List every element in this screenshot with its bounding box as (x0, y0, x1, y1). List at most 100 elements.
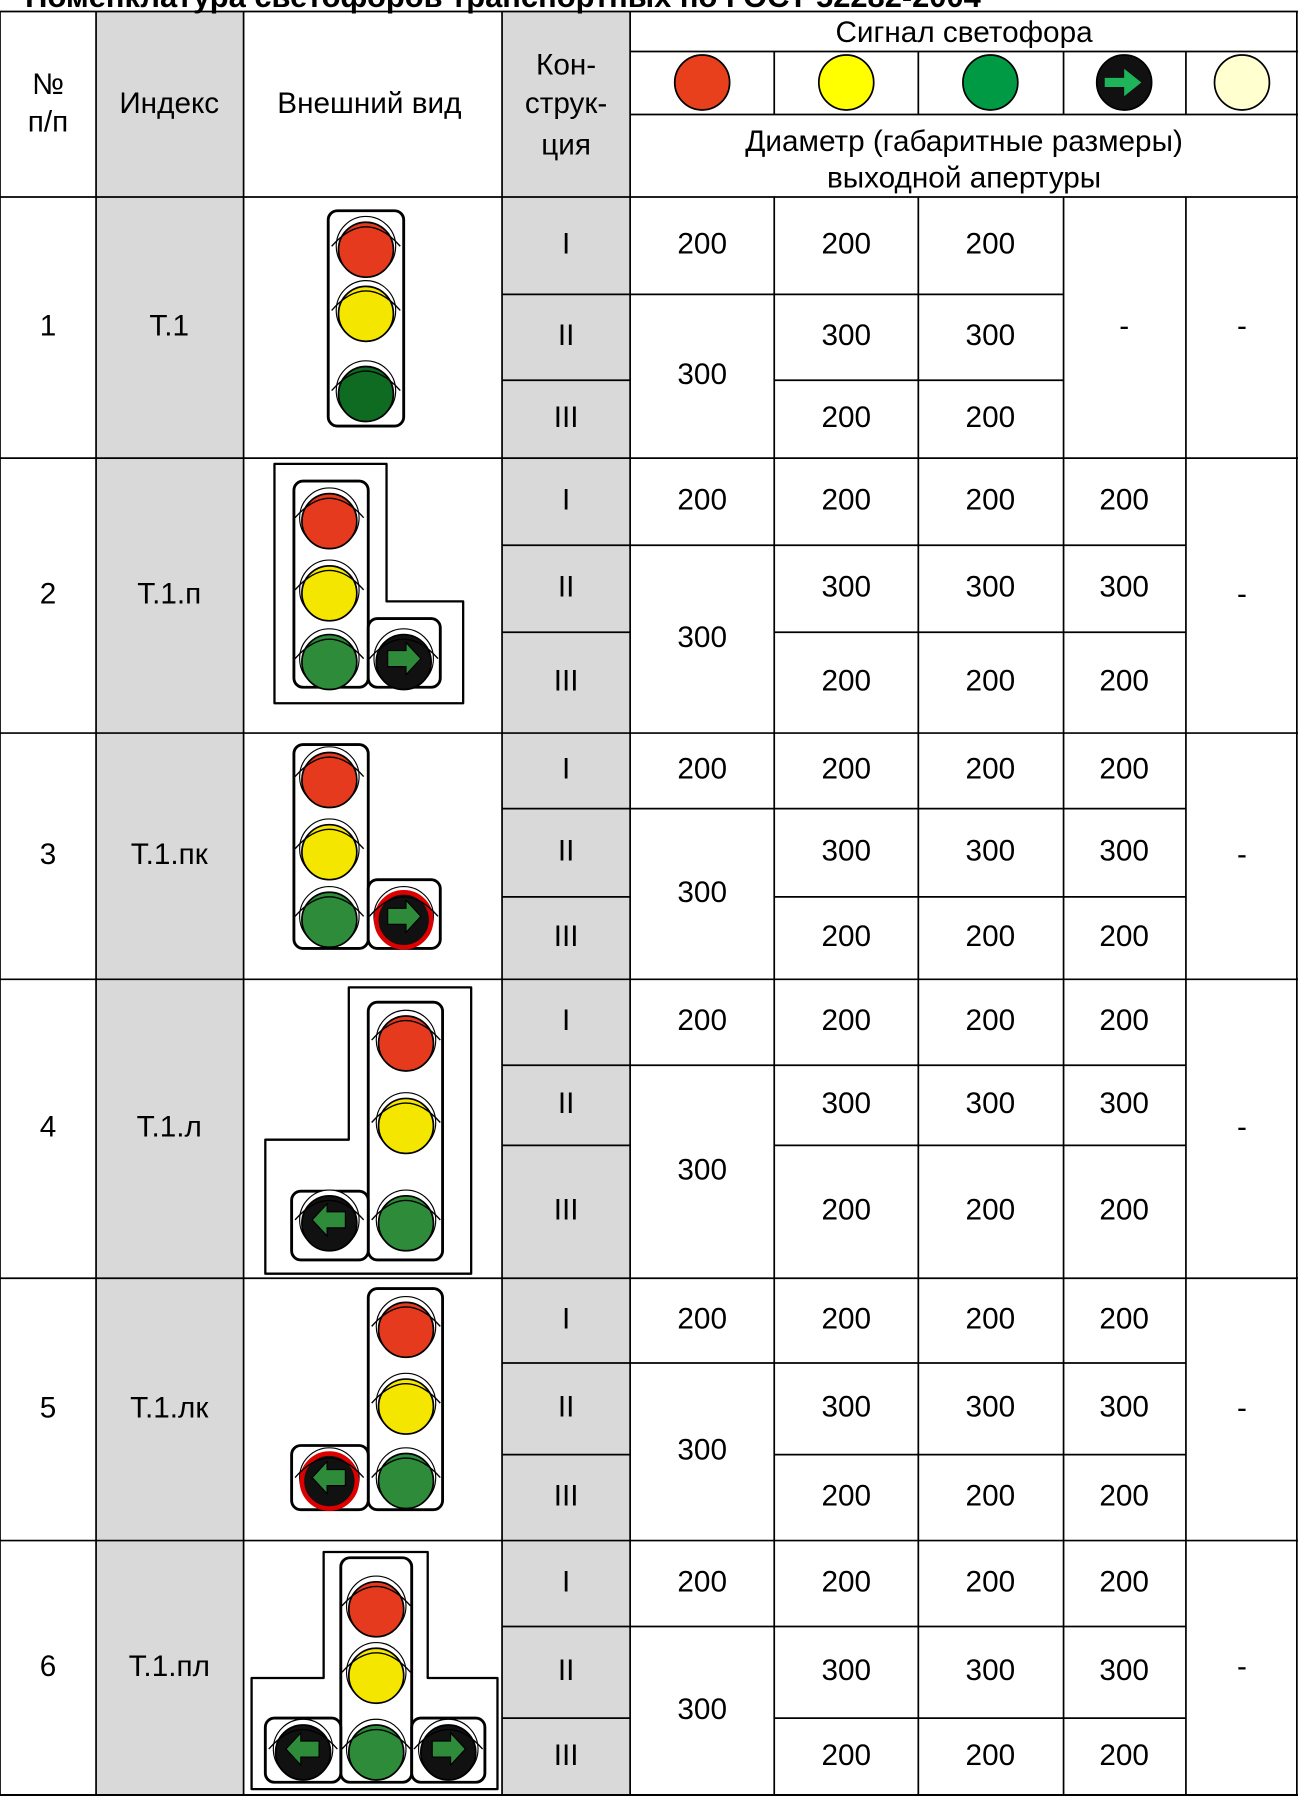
row-index: Т.1 (149, 309, 189, 342)
row-number: 3 (40, 838, 57, 871)
diameter-value: 200 (966, 1303, 1016, 1336)
diameter-value: 200 (821, 1479, 871, 1512)
lamp-visor (341, 1728, 412, 1750)
diameter-value: 200 (966, 228, 1016, 261)
row-index: Т.1.л (137, 1111, 202, 1144)
diameter-value: 200 (966, 1565, 1016, 1598)
lamp (377, 1452, 435, 1510)
diameter-value: 300 (966, 835, 1016, 868)
diameter-value: 200 (821, 665, 871, 698)
lamp (377, 1097, 435, 1155)
row-number: 2 (40, 577, 57, 610)
diameter-value: 200 (821, 401, 871, 434)
lamp-visor (371, 1382, 441, 1404)
lamp-visor (413, 1728, 484, 1750)
lamp (301, 751, 358, 809)
row-index: Т.1.лк (130, 1391, 209, 1424)
lamp (301, 823, 358, 881)
lamp (347, 1647, 405, 1705)
diameter-value: 200 (677, 484, 727, 517)
construction: III (554, 665, 579, 698)
diameter-value: 200 (966, 484, 1016, 517)
diameter-value: 300 (1099, 1391, 1149, 1424)
header-construction: ция (541, 128, 591, 161)
lamp (337, 221, 395, 279)
diameter-value: 300 (1099, 835, 1149, 868)
diameter-value: 200 (1099, 1565, 1149, 1598)
diameter-value: 200 (1099, 1004, 1149, 1037)
header-signal: Сигнал светофора (835, 16, 1093, 49)
construction: III (554, 1739, 579, 1772)
diameter-value: 300 (677, 1434, 727, 1467)
construction: III (554, 1479, 579, 1512)
diameter-value: 200 (821, 1739, 871, 1772)
diameter-value: 200 (1099, 484, 1149, 517)
diameter-value: 200 (966, 920, 1016, 953)
diameter-value: 300 (966, 1391, 1016, 1424)
diameter-value: 200 (677, 228, 727, 261)
index-column-bg (96, 11, 244, 1796)
lamp (347, 1724, 405, 1781)
diameter-value: 200 (1099, 1479, 1149, 1512)
lamp-visor (371, 1102, 441, 1123)
lamp-arrow (311, 1460, 346, 1496)
diameter-value: 200 (1099, 1194, 1149, 1227)
construction: III (554, 920, 579, 953)
construction: II (558, 1391, 575, 1424)
row-index: Т.1.пк (131, 838, 209, 871)
diameter-value: 200 (966, 1739, 1016, 1772)
lamp-arrow (285, 1731, 320, 1767)
signal-arrow-icon (1104, 68, 1142, 97)
diameter-value: 300 (1099, 1087, 1149, 1120)
header-diameter: Диаметр (габаритные размеры) (745, 125, 1183, 158)
diameter-dash: - (1119, 309, 1129, 342)
diameter-value: 300 (966, 571, 1016, 604)
lamp-visor (331, 290, 401, 311)
signal-yellow (817, 54, 875, 111)
construction: III (554, 1194, 579, 1227)
construction: II (558, 571, 575, 604)
construction: I (562, 1303, 570, 1336)
diameter-value: 200 (821, 1565, 871, 1598)
diameter-value: 300 (821, 1087, 871, 1120)
lamp-visor (368, 896, 439, 917)
construction: III (554, 401, 579, 434)
signal-white (1213, 54, 1271, 111)
diameter-value: 200 (966, 401, 1016, 434)
diameter-value: 200 (1099, 1303, 1149, 1336)
lamp-visor (371, 1199, 441, 1221)
diameter-value: 300 (821, 835, 871, 868)
light-frame (250, 1550, 499, 1791)
header-appearance: Внешний вид (277, 87, 461, 120)
lamp (301, 492, 358, 550)
lamp (377, 1301, 435, 1359)
diameter-value: 300 (821, 319, 871, 352)
signal-red (673, 54, 731, 111)
diameter-value: 300 (821, 1654, 871, 1687)
lamp-arrow (387, 641, 422, 677)
lamp-visor (294, 896, 365, 917)
lamp-arrow (387, 898, 422, 934)
diameter-value: 300 (677, 621, 727, 654)
lamp-visor (371, 1457, 441, 1479)
diameter-value: 200 (821, 753, 871, 786)
row-number: 4 (40, 1111, 57, 1144)
row-number: 1 (40, 309, 57, 342)
lamp-visor (371, 1019, 441, 1041)
row-number: 6 (40, 1650, 57, 1683)
diameter-dash: - (1237, 1111, 1247, 1144)
diameter-value: 200 (821, 484, 871, 517)
construction: II (558, 319, 575, 352)
diameter-value: 200 (821, 1303, 871, 1336)
diameter-value: 200 (677, 753, 727, 786)
diameter-value: 200 (1099, 753, 1149, 786)
lamp-visor (341, 1585, 412, 1607)
header-index: Индекс (119, 87, 219, 120)
diameter-value: 300 (677, 876, 727, 909)
signal-green (962, 54, 1019, 111)
header-number: п/п (28, 106, 68, 139)
diameter-value: 200 (821, 1194, 871, 1227)
row-index: Т.1.пл (129, 1650, 210, 1683)
diameter-dash: - (1237, 1391, 1247, 1424)
